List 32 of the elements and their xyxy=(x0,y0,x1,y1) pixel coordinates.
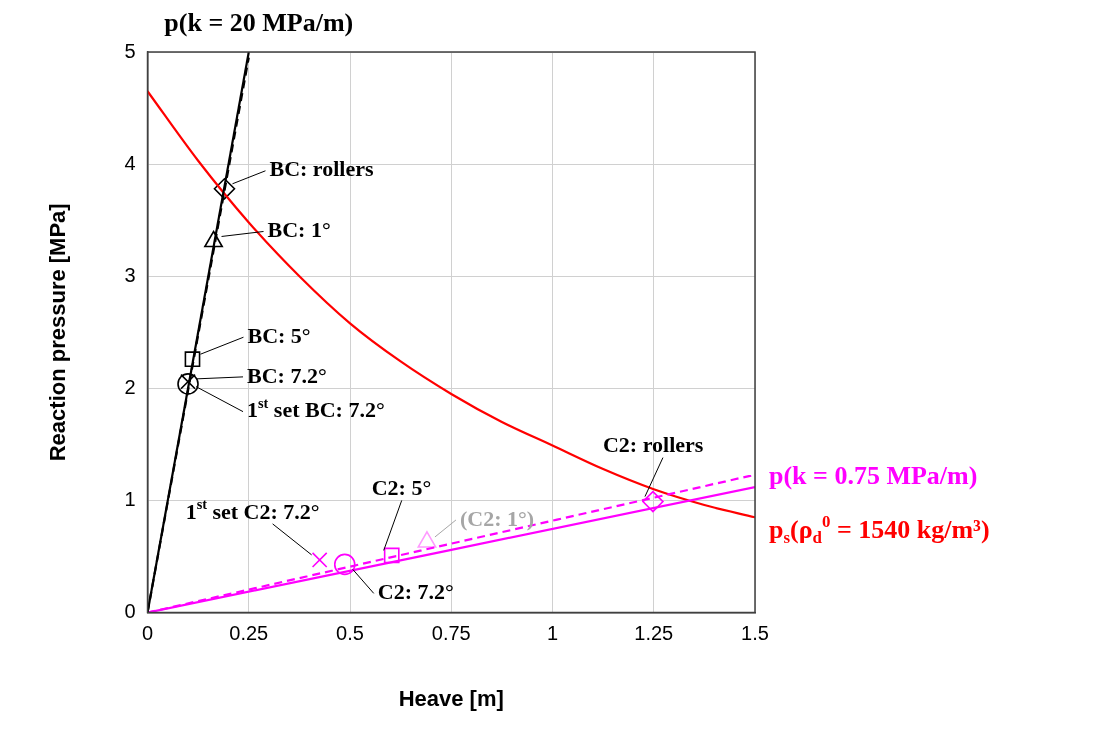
y-tick-label: 2 xyxy=(124,375,136,398)
annotation: BC: 1° xyxy=(267,217,331,243)
point xyxy=(213,177,236,200)
x-tick-label: 0.75 xyxy=(431,622,471,645)
x-tick-label: 1 xyxy=(546,622,559,645)
point xyxy=(184,351,201,368)
y-axis-title: Reaction pressure [MPa] xyxy=(45,203,71,462)
y-tick-label: 3 xyxy=(124,263,136,286)
annotation: BC: 7.2° xyxy=(247,362,327,388)
point xyxy=(333,553,356,576)
y-tick-label: 0 xyxy=(124,600,136,623)
series-label: p(k = 20 MPa/m) xyxy=(164,7,354,37)
point xyxy=(177,373,199,395)
annotation: C2: rollers xyxy=(602,432,704,458)
point xyxy=(383,547,400,564)
point xyxy=(311,552,328,568)
y-tick-label: 4 xyxy=(124,151,136,174)
annotation: BC: 5° xyxy=(247,322,311,348)
x-tick-label: 1.5 xyxy=(741,622,769,645)
x-axis-title: Heave [m] xyxy=(398,685,504,711)
annotation: BC: rollers xyxy=(269,156,374,182)
annotation: (C2: 1°) xyxy=(459,505,535,531)
series-label: p(k = 0.75 MPa/m) xyxy=(769,460,978,490)
annotation: C2: 7.2° xyxy=(377,579,454,605)
x-tick-label: 1.25 xyxy=(634,622,674,645)
y-tick-label: 1 xyxy=(124,488,136,510)
x-tick-label: 0.25 xyxy=(229,622,269,645)
y-tick-label: 5 xyxy=(124,39,136,62)
x-tick-label: 0.5 xyxy=(336,622,364,645)
x-tick-label: 0 xyxy=(141,622,154,645)
annotation: C2: 5° xyxy=(371,475,432,501)
point xyxy=(642,490,664,513)
